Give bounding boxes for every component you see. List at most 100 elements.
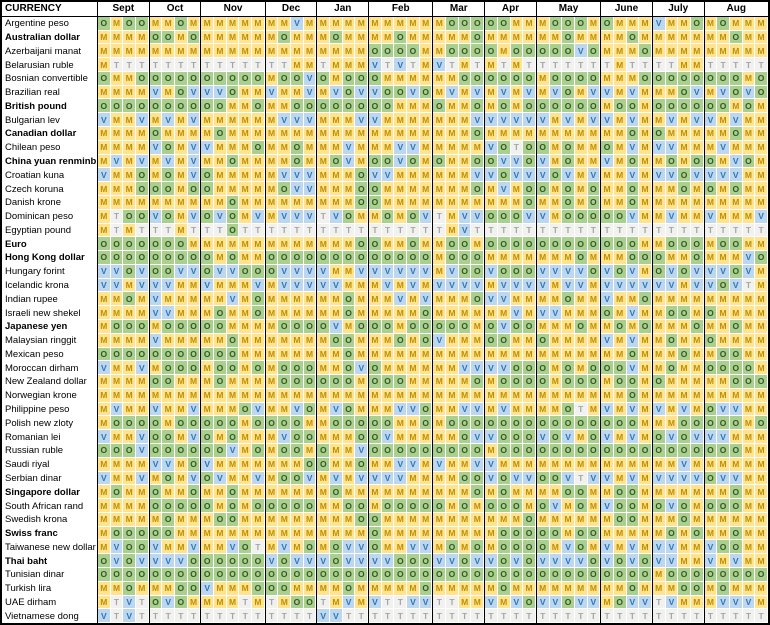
week-cell[interactable]: M: [394, 278, 408, 293]
week-cell[interactable]: V: [187, 430, 201, 444]
week-cell[interactable]: M: [574, 361, 588, 376]
week-cell[interactable]: O: [98, 554, 111, 569]
week-cell[interactable]: M: [330, 71, 343, 86]
week-cell[interactable]: O: [626, 568, 640, 582]
week-cell[interactable]: M: [136, 85, 149, 100]
week-cell[interactable]: V: [187, 209, 201, 224]
week-cell[interactable]: M: [690, 375, 704, 389]
week-cell[interactable]: V: [369, 471, 382, 486]
week-cell[interactable]: V: [187, 85, 201, 100]
week-cell[interactable]: O: [574, 444, 588, 458]
week-cell[interactable]: O: [446, 251, 459, 265]
week-cell[interactable]: M: [136, 195, 149, 210]
week-cell[interactable]: M: [317, 347, 331, 362]
week-cell[interactable]: M: [690, 554, 704, 569]
week-cell[interactable]: V: [704, 113, 718, 128]
week-cell[interactable]: M: [690, 58, 704, 72]
week-cell[interactable]: V: [419, 292, 433, 307]
week-cell[interactable]: T: [149, 223, 163, 238]
week-cell[interactable]: M: [317, 512, 331, 527]
week-cell[interactable]: V: [549, 499, 563, 513]
week-cell[interactable]: O: [497, 471, 511, 486]
week-cell[interactable]: M: [175, 195, 188, 210]
week-cell[interactable]: V: [355, 361, 369, 376]
week-cell[interactable]: O: [587, 361, 601, 376]
week-cell[interactable]: M: [317, 416, 331, 431]
week-cell[interactable]: V: [626, 168, 640, 183]
week-cell[interactable]: M: [149, 512, 163, 527]
week-cell[interactable]: O: [549, 430, 563, 444]
week-cell[interactable]: M: [175, 402, 188, 417]
week-cell[interactable]: O: [149, 430, 163, 444]
week-cell[interactable]: O: [433, 568, 447, 582]
week-cell[interactable]: O: [291, 444, 304, 458]
week-cell[interactable]: M: [755, 30, 768, 45]
week-cell[interactable]: O: [510, 526, 524, 541]
week-cell[interactable]: O: [549, 16, 563, 31]
week-cell[interactable]: M: [123, 223, 137, 238]
week-cell[interactable]: T: [149, 609, 163, 624]
week-cell[interactable]: M: [458, 127, 472, 141]
week-cell[interactable]: M: [639, 388, 652, 403]
week-cell[interactable]: O: [149, 375, 163, 389]
week-cell[interactable]: V: [652, 140, 666, 155]
currency-label[interactable]: British pound: [2, 99, 97, 114]
week-cell[interactable]: O: [330, 485, 343, 500]
week-cell[interactable]: V: [136, 264, 149, 279]
week-cell[interactable]: V: [497, 361, 511, 376]
week-cell[interactable]: M: [510, 85, 524, 100]
week-cell[interactable]: O: [265, 568, 279, 582]
week-cell[interactable]: O: [613, 361, 627, 376]
week-cell[interactable]: V: [342, 154, 356, 169]
week-cell[interactable]: V: [626, 361, 640, 376]
week-cell[interactable]: M: [601, 526, 614, 541]
week-cell[interactable]: V: [729, 471, 743, 486]
week-cell[interactable]: M: [98, 333, 111, 348]
week-cell[interactable]: M: [755, 471, 768, 486]
week-cell[interactable]: O: [742, 361, 756, 376]
week-cell[interactable]: O: [562, 44, 575, 59]
week-cell[interactable]: M: [485, 278, 498, 293]
week-cell[interactable]: M: [342, 471, 356, 486]
week-cell[interactable]: M: [446, 526, 459, 541]
week-cell[interactable]: V: [330, 85, 343, 100]
week-cell[interactable]: M: [523, 499, 536, 513]
week-cell[interactable]: M: [458, 85, 472, 100]
week-cell[interactable]: T: [639, 58, 652, 72]
week-cell[interactable]: O: [175, 347, 188, 362]
week-cell[interactable]: M: [342, 430, 356, 444]
currency-label[interactable]: Bulgarian lev: [2, 113, 97, 128]
week-cell[interactable]: V: [742, 85, 756, 100]
week-cell[interactable]: V: [369, 264, 382, 279]
week-cell[interactable]: M: [98, 375, 111, 389]
week-cell[interactable]: O: [510, 319, 524, 334]
week-cell[interactable]: V: [729, 278, 743, 293]
week-cell[interactable]: O: [175, 85, 188, 100]
week-cell[interactable]: M: [291, 44, 304, 59]
week-cell[interactable]: M: [123, 113, 137, 128]
week-cell[interactable]: O: [278, 251, 292, 265]
week-cell[interactable]: M: [690, 388, 704, 403]
week-cell[interactable]: O: [187, 568, 201, 582]
week-cell[interactable]: M: [175, 457, 188, 472]
week-cell[interactable]: O: [330, 333, 343, 348]
week-cell[interactable]: O: [471, 44, 485, 59]
week-cell[interactable]: M: [419, 44, 433, 59]
week-cell[interactable]: T: [742, 609, 756, 624]
week-cell[interactable]: V: [369, 113, 382, 128]
week-cell[interactable]: M: [755, 581, 768, 596]
week-cell[interactable]: M: [110, 85, 124, 100]
week-cell[interactable]: O: [729, 485, 743, 500]
week-cell[interactable]: O: [369, 99, 382, 114]
week-cell[interactable]: M: [690, 512, 704, 527]
week-cell[interactable]: M: [510, 388, 524, 403]
week-cell[interactable]: T: [639, 223, 652, 238]
week-cell[interactable]: O: [369, 237, 382, 252]
week-cell[interactable]: O: [330, 416, 343, 431]
week-cell[interactable]: V: [665, 278, 679, 293]
week-cell[interactable]: O: [601, 568, 614, 582]
week-cell[interactable]: O: [549, 44, 563, 59]
week-cell[interactable]: T: [407, 58, 420, 72]
week-cell[interactable]: M: [523, 388, 536, 403]
week-cell[interactable]: V: [704, 209, 718, 224]
